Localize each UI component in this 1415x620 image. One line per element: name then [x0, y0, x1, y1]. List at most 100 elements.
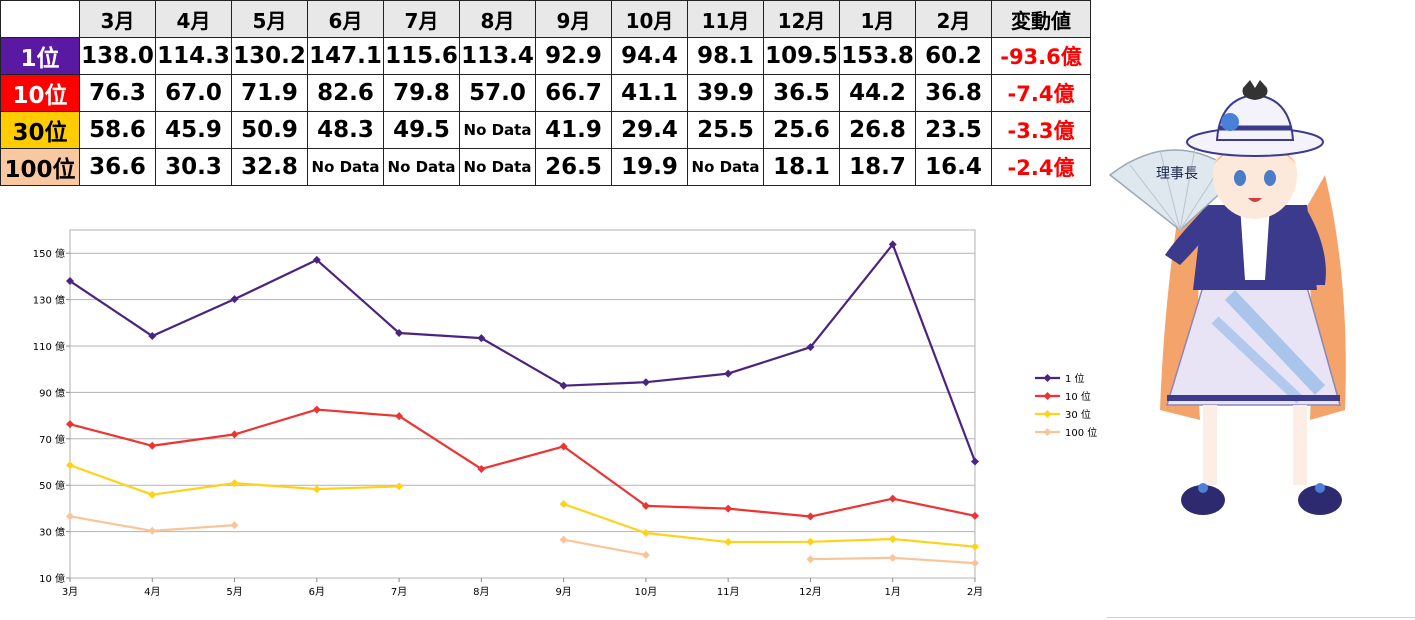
- value-cell: 76.3: [79, 74, 156, 112]
- value-cell: 39.9: [687, 74, 764, 112]
- delta-cell: -3.3億: [991, 111, 1091, 149]
- legend-marker: [1043, 374, 1052, 382]
- plot-area-border: [69, 229, 976, 579]
- data-point: [641, 378, 650, 387]
- data-point: [806, 555, 815, 564]
- data-point: [148, 490, 157, 499]
- value-cell: 114.3: [155, 37, 232, 75]
- value-cell: 36.8: [915, 74, 992, 112]
- rank-label-cell: 30位: [0, 111, 80, 149]
- legend-label: 100 位: [1065, 426, 1097, 439]
- y-tick-label: 70 億: [39, 433, 65, 446]
- table-body: 1位 138.0 114.3 130.2 147.1 115.6 113.4 92.9 94.4…: [0, 37, 1091, 186]
- legend-label: 10 位: [1065, 390, 1091, 403]
- mascot-character-illustration: 理事長: [1108, 80, 1346, 515]
- value-cell: 71.9: [231, 74, 308, 112]
- data-point: [641, 528, 650, 537]
- value-cell: 41.9: [535, 111, 612, 149]
- delta-cell: -93.6億: [991, 37, 1091, 75]
- x-tick-label: 12月: [799, 586, 822, 598]
- table-row: 100位 36.6 30.3 32.8 No Data No Data No Data 26.…: [0, 148, 1091, 186]
- data-point: [66, 420, 74, 429]
- month-header: 4月: [155, 0, 232, 38]
- legend-marker: [1043, 410, 1052, 418]
- month-header: 7月: [383, 0, 460, 38]
- data-point: [66, 512, 74, 521]
- value-cell: 109.5: [763, 37, 840, 75]
- ranking-table: 3月 4月 5月 6月 7月 8月 9月 10月 11月 12月 1月 2月 変…: [0, 0, 1091, 186]
- data-point: [888, 240, 897, 249]
- value-cell: 29.4: [611, 111, 688, 149]
- month-header: 9月: [535, 0, 612, 38]
- month-header: 10月: [611, 0, 688, 38]
- chart-legend: 1 位 10 位 30 位 100 位: [1035, 372, 1097, 439]
- x-tick-label: 8月: [473, 586, 489, 598]
- fan-text: 理事長: [1156, 166, 1198, 182]
- legend-label: 1 位: [1065, 372, 1085, 385]
- legend-marker: [1043, 392, 1052, 400]
- x-tick-label: 5月: [226, 586, 242, 598]
- mascot-dress: [1165, 279, 1341, 406]
- value-cell: 130.2: [231, 37, 308, 75]
- value-cell: 115.6: [383, 37, 460, 75]
- value-cell: No Data: [687, 148, 764, 186]
- series-line: [563, 502, 976, 548]
- table-row: 1位 138.0 114.3 130.2 147.1 115.6 113.4 92.9 94.4…: [0, 37, 1091, 75]
- value-cell: 58.6: [79, 111, 156, 149]
- month-header: 3月: [79, 0, 156, 38]
- data-point: [230, 479, 239, 488]
- data-point: [66, 461, 74, 470]
- month-header: 1月: [839, 0, 916, 38]
- data-point: [312, 485, 321, 494]
- value-cell: 26.8: [839, 111, 916, 149]
- data-point: [230, 295, 239, 304]
- value-cell: 32.8: [231, 148, 308, 186]
- value-cell: 18.1: [763, 148, 840, 186]
- delta-cell: -7.4億: [991, 74, 1091, 112]
- table-row: 30位 58.6 45.9 50.9 48.3 49.5 No Data 41.9 29.4 25…: [0, 111, 1091, 149]
- value-cell: 153.8: [839, 37, 916, 75]
- value-cell: 147.1: [307, 37, 384, 75]
- data-point: [888, 553, 897, 562]
- data-point: [641, 551, 650, 560]
- x-tick-label: 7月: [391, 586, 407, 598]
- value-cell: 66.7: [535, 74, 612, 112]
- data-point: [395, 482, 404, 491]
- divider-line: [1107, 617, 1415, 618]
- value-cell: 79.8: [383, 74, 460, 112]
- data-point: [971, 511, 979, 520]
- value-cell: 41.1: [611, 74, 688, 112]
- data-point: [806, 512, 815, 521]
- delta-cell: -2.4億: [991, 148, 1091, 186]
- data-point: [888, 494, 897, 503]
- legend-marker: [1043, 428, 1052, 436]
- value-cell: No Data: [383, 148, 460, 186]
- value-cell: 36.6: [79, 148, 156, 186]
- data-point: [641, 501, 650, 510]
- value-cell: 16.4: [915, 148, 992, 186]
- series-line: [69, 243, 977, 462]
- data-point: [724, 504, 733, 513]
- month-header: 11月: [687, 0, 764, 38]
- value-cell: 44.2: [839, 74, 916, 112]
- series-line: [563, 538, 647, 557]
- rank-label-cell: 100位: [0, 148, 80, 186]
- data-point: [148, 526, 157, 535]
- value-cell: 25.5: [687, 111, 764, 149]
- data-point: [559, 535, 568, 544]
- chart-axes: 10 億 30 億 50 億 70 億 90 億 110 億 130 億 150 億 3月 4月 5…: [33, 247, 983, 598]
- data-point: [148, 332, 157, 341]
- data-point: [806, 537, 815, 546]
- y-tick-label: 150 億: [33, 247, 65, 260]
- data-point: [971, 457, 979, 466]
- value-cell: 45.9: [155, 111, 232, 149]
- month-header: 5月: [231, 0, 308, 38]
- data-point: [559, 442, 568, 451]
- data-point: [559, 499, 568, 508]
- x-tick-label: 2月: [967, 586, 983, 598]
- data-point: [395, 329, 404, 338]
- value-cell: 26.5: [535, 148, 612, 186]
- value-cell: 138.0: [79, 37, 156, 75]
- table-header-row: 3月 4月 5月 6月 7月 8月 9月 10月 11月 12月 1月 2月 変…: [0, 0, 1091, 38]
- y-tick-label: 30 億: [39, 526, 65, 539]
